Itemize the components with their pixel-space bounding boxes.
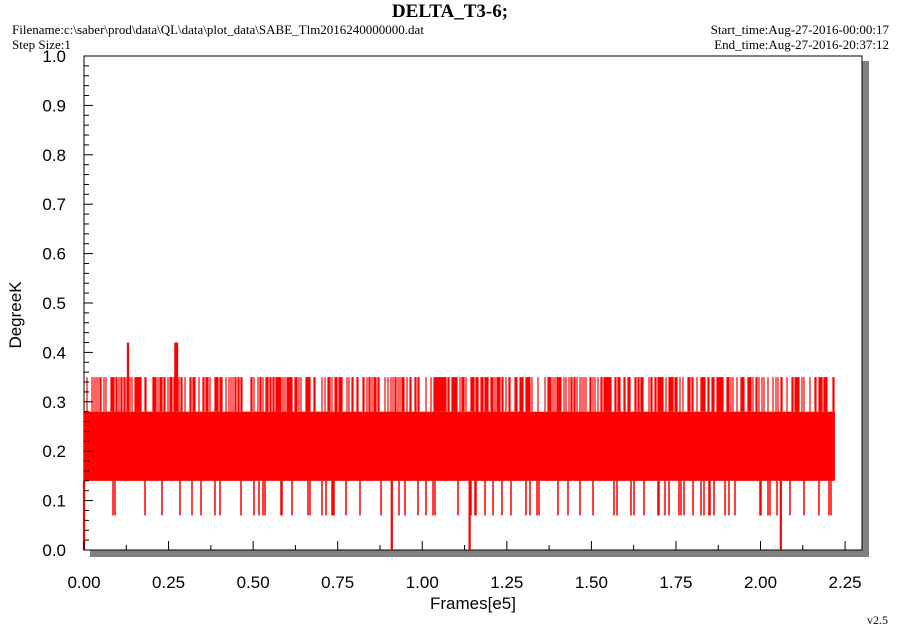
version-label: v2.5	[867, 613, 888, 627]
step-size-label: Step Size:1	[12, 37, 71, 52]
y-tick-label: 1.0	[42, 47, 66, 66]
series-noise-band	[84, 411, 835, 481]
x-tick-label: 2.25	[829, 573, 862, 592]
y-tick-label: 0.2	[42, 442, 66, 461]
x-tick-label: 1.75	[659, 573, 692, 592]
x-tick-label: 0.25	[152, 573, 185, 592]
x-tick-label: 1.50	[575, 573, 608, 592]
start-time-label: Start_time:Aug-27-2016-00:00:17	[710, 22, 889, 37]
x-tick-label: 1.00	[406, 573, 439, 592]
x-tick-label: 1.25	[490, 573, 523, 592]
end-time-label: End_time:Aug-27-2016-20:37:12	[714, 37, 889, 52]
y-tick-label: 0.1	[42, 492, 66, 511]
y-axis-title: DegreeK	[6, 281, 25, 349]
x-tick-label: 0.75	[321, 573, 354, 592]
y-tick-label: 0.4	[42, 343, 66, 362]
x-tick-label: 2.00	[744, 573, 777, 592]
filename-label: Filename:c:\saber\prod\data\QL\data\plot…	[12, 22, 424, 37]
y-tick-label: 0.3	[42, 393, 66, 412]
y-tick-label: 0.0	[42, 541, 66, 560]
y-tick-label: 0.9	[42, 96, 66, 115]
x-axis-title: Frames[e5]	[430, 594, 516, 613]
y-tick-label: 0.7	[42, 195, 66, 214]
axis-layer: 0.0 0.1 0.2 0.3 0.4 0.5 0.6 0.7 0.8 0.9 1.0 0.00 0.2…	[42, 47, 861, 592]
y-tick-label: 0.5	[42, 294, 66, 313]
x-tick-label: 0.00	[67, 573, 100, 592]
chart-title: DELTA_T3-6;	[391, 1, 509, 22]
series-layer	[82, 342, 835, 550]
x-tick-label: 0.50	[237, 573, 270, 592]
y-tick-label: 0.8	[42, 146, 66, 165]
y-tick-label: 0.6	[42, 245, 66, 264]
